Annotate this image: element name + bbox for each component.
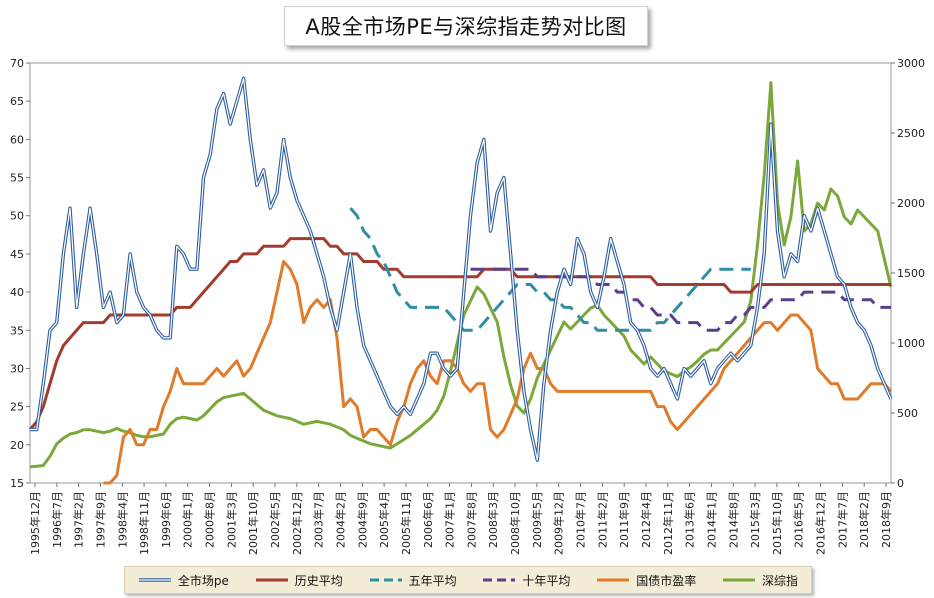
x-tick-label: 2002年12月	[290, 491, 304, 555]
series-line-2	[349, 207, 751, 332]
x-tick-label: 2016年5月	[792, 491, 806, 548]
chart-title-box: A股全市场PE与深综指走势对比图	[284, 6, 648, 46]
x-tick-label: 2010年7月	[574, 491, 588, 548]
x-tick-label: 2009年12月	[552, 491, 566, 555]
x-tick-label: 2018年2月	[857, 491, 871, 548]
x-tick-label: 2012年11月	[661, 491, 675, 555]
legend-label: 深综指	[762, 573, 799, 588]
left-y-tick-label: 50	[10, 210, 24, 223]
x-tick-label: 1997年2月	[72, 491, 86, 548]
x-tick-label: 2014年8月	[726, 491, 740, 548]
legend-swatch	[255, 578, 288, 582]
legend-item: 深综指	[722, 572, 798, 589]
x-tick-label: 2007年8月	[464, 491, 478, 548]
left-y-tick-label: 30	[10, 362, 24, 375]
right-y-tick-label: 3000	[897, 57, 925, 70]
right-y-tick-label: 1000	[897, 337, 925, 350]
x-tick-label: 1996年7月	[50, 491, 64, 548]
right-y-tick-label: 2000	[897, 197, 925, 210]
x-tick-label: 2017年7月	[835, 491, 849, 548]
right-y-tick-label: 1500	[897, 267, 925, 280]
x-tick-label: 2007年1月	[443, 491, 457, 548]
x-tick-label: 2006年6月	[421, 491, 435, 548]
x-tick-label: 1999年6月	[159, 491, 173, 548]
x-tick-label: 2005年4月	[377, 491, 391, 548]
x-tick-label: 2018年9月	[879, 491, 893, 548]
x-tick-label: 2005年11月	[399, 491, 413, 555]
right-y-tick-label: 2500	[897, 127, 925, 140]
legend-item: 国债市盈率	[596, 572, 696, 589]
left-y-tick-label: 60	[10, 133, 24, 146]
left-y-tick-label: 55	[10, 172, 24, 185]
legend-swatch	[597, 578, 630, 582]
left-y-tick-label: 40	[10, 286, 24, 299]
x-tick-label: 1995年12月	[28, 491, 42, 555]
x-tick-label: 2002年5月	[268, 491, 282, 548]
x-tick-label: 1997年9月	[93, 491, 107, 548]
x-tick-label: 2001年10月	[246, 491, 260, 555]
x-tick-label: 1998年11月	[137, 491, 151, 555]
right-y-tick-label: 500	[897, 407, 918, 420]
chart-legend: 全市场pe 历史平均 五年平均 十年平均 国债市盈率 深综指	[124, 566, 812, 594]
x-tick-label: 1998年4月	[115, 491, 129, 548]
legend-swatch	[138, 578, 171, 582]
series-line-0-inner	[30, 77, 892, 461]
x-tick-label: 2011年9月	[617, 491, 631, 548]
x-tick-label: 2008年10月	[508, 491, 522, 555]
x-tick-label: 2000年1月	[181, 491, 195, 548]
left-y-tick-label: 15	[10, 477, 24, 490]
legend-label: 历史平均	[294, 573, 343, 588]
x-tick-label: 2000年8月	[203, 491, 217, 548]
chart-title: A股全市场PE与深综指走势对比图	[305, 15, 627, 39]
x-tick-label: 2013年6月	[683, 491, 697, 548]
x-tick-label: 2009年5月	[530, 491, 544, 548]
x-tick-label: 2015年10月	[770, 491, 784, 555]
legend-item: 全市场pe	[138, 572, 229, 589]
legend-label: 国债市盈率	[636, 573, 697, 588]
x-tick-label: 2001年3月	[224, 491, 238, 548]
x-tick-label: 2012年4月	[639, 491, 653, 548]
legend-label: 全市场pe	[177, 573, 229, 588]
legend-swatch	[369, 578, 402, 582]
legend-item: 五年平均	[369, 572, 457, 589]
legend-swatch	[483, 578, 516, 582]
left-y-tick-label: 45	[10, 248, 24, 261]
legend-item: 历史平均	[255, 572, 343, 589]
x-tick-label: 2016年12月	[814, 491, 828, 555]
left-y-tick-label: 25	[10, 401, 24, 414]
legend-item: 十年平均	[482, 572, 570, 589]
left-y-tick-label: 35	[10, 324, 24, 337]
left-y-tick-label: 20	[10, 439, 24, 452]
legend-label: 五年平均	[408, 573, 457, 588]
left-y-tick-label: 65	[10, 95, 24, 108]
x-tick-label: 2015年3月	[748, 491, 762, 548]
x-tick-label: 2004年9月	[355, 491, 369, 548]
legend-swatch	[723, 578, 756, 582]
series-line-4	[103, 260, 893, 485]
left-y-tick-label: 70	[10, 57, 24, 70]
right-y-tick-label: 0	[897, 477, 904, 490]
x-tick-label: 2014年1月	[704, 491, 718, 548]
x-tick-label: 2004年2月	[333, 491, 347, 548]
series-line-3	[470, 267, 891, 332]
x-tick-label: 2011年2月	[595, 491, 609, 548]
x-tick-label: 2003年7月	[312, 491, 326, 548]
x-tick-label: 2008年3月	[486, 491, 500, 548]
legend-label: 十年平均	[522, 573, 571, 588]
